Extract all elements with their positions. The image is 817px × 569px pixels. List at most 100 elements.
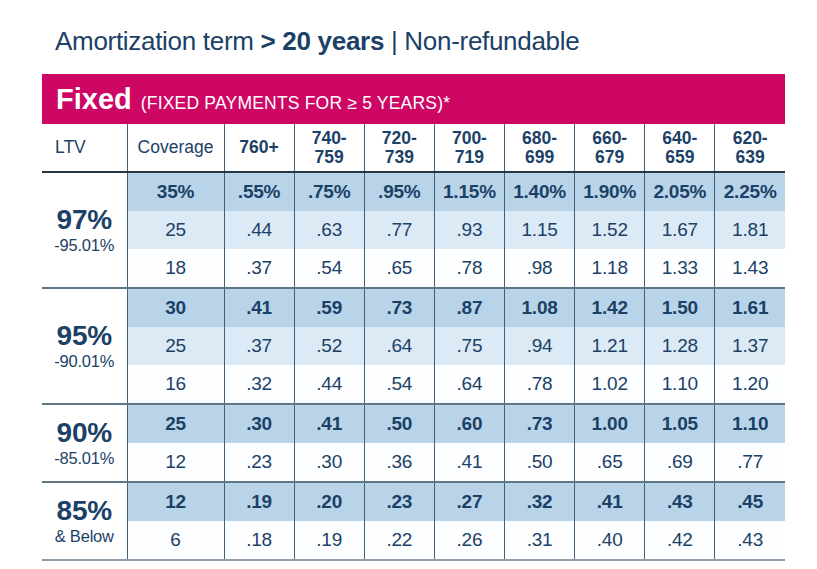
product-name-label: Fixed <box>56 83 132 115</box>
rate-cell: .65 <box>364 249 434 288</box>
rate-cell: .93 <box>434 211 504 249</box>
column-header-line: 720- <box>366 129 433 148</box>
rate-cell: 1.61 <box>715 288 785 327</box>
rate-cell: 1.10 <box>715 404 785 443</box>
rate-cell: .54 <box>294 249 364 288</box>
rate-cell: .63 <box>294 211 364 249</box>
rate-cell: .50 <box>364 404 434 443</box>
rates-table: LTVCoverage760+740-759720-739700-719680-… <box>42 124 785 561</box>
rate-cell: .65 <box>575 443 645 482</box>
rate-cell: 2.05% <box>645 172 715 211</box>
ltv-sublabel: & Below <box>43 527 126 546</box>
rate-cell: .23 <box>224 443 294 482</box>
table-row: 97%-95.01%35%.55%.75%.95%1.15%1.40%1.90%… <box>42 172 785 211</box>
column-header-line: 759 <box>296 148 363 167</box>
column-header-line: 639 <box>716 148 784 167</box>
rate-cell: .94 <box>505 327 575 365</box>
column-header-line: 660- <box>576 129 643 148</box>
rate-cell: .41 <box>224 288 294 327</box>
ltv-label: 97% <box>43 205 126 234</box>
rate-cell: .37 <box>224 327 294 365</box>
column-header: 660-679 <box>575 124 645 172</box>
rate-cell: 1.21 <box>575 327 645 365</box>
column-header: 680-699 <box>505 124 575 172</box>
column-header-line: 640- <box>646 129 713 148</box>
column-header-line: 739 <box>366 148 433 167</box>
rate-cell: 1.33 <box>645 249 715 288</box>
rate-cell: .30 <box>294 443 364 482</box>
table-row: 12.23.30.36.41.50.65.69.77 <box>42 443 785 482</box>
rate-cell: .59 <box>294 288 364 327</box>
ltv-cell: 97% -95.01% <box>42 172 127 288</box>
rate-cell: .18 <box>224 521 294 560</box>
rate-cell: 1.18 <box>575 249 645 288</box>
rate-cell: .19 <box>294 521 364 560</box>
rate-cell: .78 <box>434 249 504 288</box>
rates-table-body: 97%-95.01%35%.55%.75%.95%1.15%1.40%1.90%… <box>42 172 785 560</box>
rate-cell: .40 <box>575 521 645 560</box>
table-row: 6.18.19.22.26.31.40.42.43 <box>42 521 785 560</box>
coverage-cell: 30 <box>127 288 224 327</box>
page-title: Amortization term > 20 years | Non-refun… <box>55 26 817 57</box>
ltv-sublabel: -95.01% <box>43 236 126 255</box>
rate-cell: .73 <box>364 288 434 327</box>
rate-cell: 1.08 <box>505 288 575 327</box>
page-title-suffix: | Non-refundable <box>384 26 579 56</box>
rate-cell: .41 <box>434 443 504 482</box>
rate-cell: 2.25% <box>715 172 785 211</box>
column-header-line: 699 <box>506 148 573 167</box>
ltv-cell: 85% & Below <box>42 482 127 560</box>
rate-cell: 1.52 <box>575 211 645 249</box>
column-header: 740-759 <box>294 124 364 172</box>
rate-cell: .43 <box>715 521 785 560</box>
table-row: 25.44.63.77.931.151.521.671.81 <box>42 211 785 249</box>
rate-cell: .22 <box>364 521 434 560</box>
rate-cell: .64 <box>364 327 434 365</box>
rate-cell: .45 <box>715 482 785 521</box>
table-row: 85%& Below12.19.20.23.27.32.41.43.45 <box>42 482 785 521</box>
rate-cell: .23 <box>364 482 434 521</box>
column-header: 620-639 <box>715 124 785 172</box>
rate-cell: .75% <box>294 172 364 211</box>
coverage-cell: 6 <box>127 521 224 560</box>
column-header-line: LTV <box>55 138 126 157</box>
ltv-label: 90% <box>43 418 126 447</box>
column-header-line: 700- <box>436 129 503 148</box>
rate-cell: .44 <box>294 365 364 404</box>
rate-cell: .27 <box>434 482 504 521</box>
coverage-cell: 25 <box>127 327 224 365</box>
rate-cell: 1.15 <box>505 211 575 249</box>
rate-cell: .73 <box>505 404 575 443</box>
rate-cell: .55% <box>224 172 294 211</box>
rate-cell: .20 <box>294 482 364 521</box>
rate-cell: .26 <box>434 521 504 560</box>
rate-cell: .32 <box>224 365 294 404</box>
ltv-cell: 95%-90.01% <box>42 288 127 404</box>
rate-cell: .41 <box>575 482 645 521</box>
column-header: LTV <box>42 124 127 172</box>
rate-cell: .69 <box>645 443 715 482</box>
rate-cell: 1.40% <box>505 172 575 211</box>
column-header: Coverage <box>127 124 224 172</box>
rate-cell: .36 <box>364 443 434 482</box>
rate-cell: 1.05 <box>645 404 715 443</box>
coverage-cell: 18 <box>127 249 224 288</box>
rate-cell: .64 <box>434 365 504 404</box>
table-row: 25.37.52.64.75.941.211.281.37 <box>42 327 785 365</box>
rate-cell: 1.81 <box>715 211 785 249</box>
rate-cell: 1.37 <box>715 327 785 365</box>
rate-cell: .31 <box>505 521 575 560</box>
column-header-line: 620- <box>716 129 784 148</box>
table-header-row: LTVCoverage760+740-759720-739700-719680-… <box>42 124 785 172</box>
rate-cell: .44 <box>224 211 294 249</box>
rate-cell: .50 <box>505 443 575 482</box>
ltv-label: 85% <box>43 496 126 525</box>
table-row: 16.32.44.54.64.781.021.101.20 <box>42 365 785 404</box>
rate-cell: .19 <box>224 482 294 521</box>
ltv-cell: 90%-85.01% <box>42 404 127 482</box>
ltv-label: 95% <box>43 321 126 350</box>
rate-cell: .87 <box>434 288 504 327</box>
rate-cell: .75 <box>434 327 504 365</box>
rate-cell: .42 <box>645 521 715 560</box>
coverage-cell: 25 <box>127 404 224 443</box>
